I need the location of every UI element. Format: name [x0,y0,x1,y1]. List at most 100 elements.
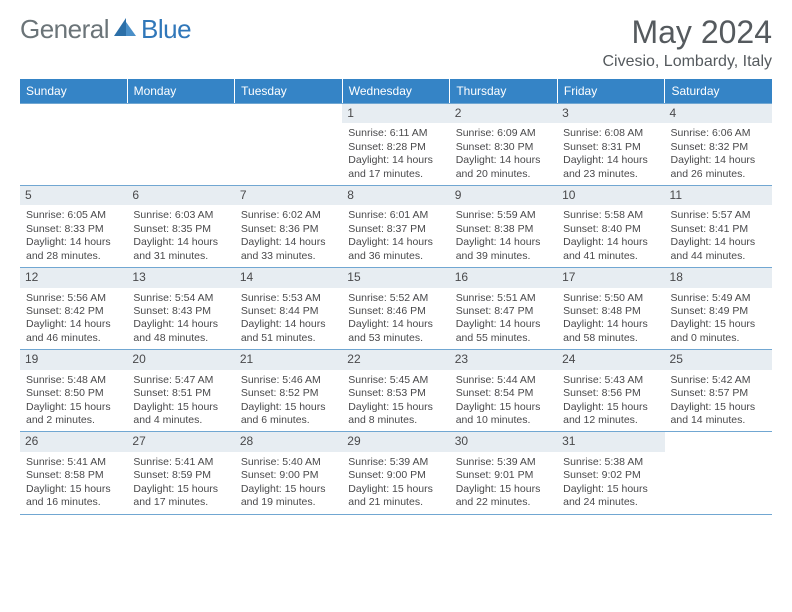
daylight-text: Daylight: 14 hours and 23 minutes. [563,154,658,181]
page-header: General Blue May 2024 Civesio, Lombardy,… [20,14,772,71]
sunrise-text: Sunrise: 5:46 AM [241,374,336,387]
day-number: 5 [20,186,127,205]
sunset-text: Sunset: 8:53 PM [348,387,443,400]
day-number: 7 [235,186,342,205]
daylight-text: Daylight: 15 hours and 21 minutes. [348,483,443,510]
day-details: Sunrise: 6:03 AMSunset: 8:35 PMDaylight:… [133,209,228,263]
sunrise-text: Sunrise: 5:47 AM [133,374,228,387]
weekday-header-row: Sunday Monday Tuesday Wednesday Thursday… [20,79,772,103]
daylight-text: Daylight: 15 hours and 19 minutes. [241,483,336,510]
day-number: 16 [450,268,557,287]
day-cell: 24Sunrise: 5:43 AMSunset: 8:56 PMDayligh… [557,350,664,431]
day-details: Sunrise: 5:58 AMSunset: 8:40 PMDaylight:… [563,209,658,263]
daylight-text: Daylight: 14 hours and 58 minutes. [563,318,658,345]
day-details: Sunrise: 5:59 AMSunset: 8:38 PMDaylight:… [456,209,551,263]
sunrise-text: Sunrise: 5:39 AM [348,456,443,469]
daylight-text: Daylight: 14 hours and 55 minutes. [456,318,551,345]
brand-name-1: General [20,14,109,45]
day-number: 30 [450,432,557,451]
sunrise-text: Sunrise: 5:40 AM [241,456,336,469]
day-number: 12 [20,268,127,287]
sunset-text: Sunset: 8:37 PM [348,223,443,236]
sunrise-text: Sunrise: 5:50 AM [563,292,658,305]
brand-name-2-wrap: Blue [141,14,191,45]
sunset-text: Sunset: 8:56 PM [563,387,658,400]
day-details: Sunrise: 5:52 AMSunset: 8:46 PMDaylight:… [348,292,443,346]
daylight-text: Daylight: 15 hours and 14 minutes. [671,401,766,428]
day-cell: 6Sunrise: 6:03 AMSunset: 8:35 PMDaylight… [127,186,234,267]
day-number: 8 [342,186,449,205]
day-details: Sunrise: 5:53 AMSunset: 8:44 PMDaylight:… [241,292,336,346]
sunset-text: Sunset: 8:30 PM [456,141,551,154]
daylight-text: Daylight: 14 hours and 39 minutes. [456,236,551,263]
day-cell: 4Sunrise: 6:06 AMSunset: 8:32 PMDaylight… [665,104,772,185]
brand-name-2: Blue [141,14,191,45]
sunset-text: Sunset: 8:58 PM [26,469,121,482]
sunrise-text: Sunrise: 5:41 AM [26,456,121,469]
day-details: Sunrise: 5:48 AMSunset: 8:50 PMDaylight:… [26,374,121,428]
day-details: Sunrise: 5:54 AMSunset: 8:43 PMDaylight:… [133,292,228,346]
sunset-text: Sunset: 9:00 PM [241,469,336,482]
title-block: May 2024 Civesio, Lombardy, Italy [602,14,772,71]
day-details: Sunrise: 5:47 AMSunset: 8:51 PMDaylight:… [133,374,228,428]
day-cell: 23Sunrise: 5:44 AMSunset: 8:54 PMDayligh… [450,350,557,431]
day-details: Sunrise: 5:43 AMSunset: 8:56 PMDaylight:… [563,374,658,428]
day-number: 3 [557,104,664,123]
sunset-text: Sunset: 8:47 PM [456,305,551,318]
daylight-text: Daylight: 15 hours and 0 minutes. [671,318,766,345]
day-cell [127,104,234,185]
sunset-text: Sunset: 8:57 PM [671,387,766,400]
sunrise-text: Sunrise: 5:57 AM [671,209,766,222]
sunrise-text: Sunrise: 5:48 AM [26,374,121,387]
sunset-text: Sunset: 8:50 PM [26,387,121,400]
calendar-page: General Blue May 2024 Civesio, Lombardy,… [0,0,792,612]
day-number: 13 [127,268,234,287]
day-cell: 29Sunrise: 5:39 AMSunset: 9:00 PMDayligh… [342,432,449,513]
day-cell: 20 Sunrise: 5:47 AMSunset: 8:51 PMDayligh… [127,350,234,431]
day-cell: 18Sunrise: 5:49 AMSunset: 8:49 PMDayligh… [665,268,772,349]
sunrise-text: Sunrise: 5:42 AM [671,374,766,387]
sunrise-text: Sunrise: 6:05 AM [26,209,121,222]
day-cell: 19Sunrise: 5:48 AMSunset: 8:50 PMDayligh… [20,350,127,431]
sunrise-text: Sunrise: 5:52 AM [348,292,443,305]
daylight-text: Daylight: 14 hours and 51 minutes. [241,318,336,345]
sunset-text: Sunset: 8:52 PM [241,387,336,400]
daylight-text: Daylight: 15 hours and 17 minutes. [133,483,228,510]
sunset-text: Sunset: 8:43 PM [133,305,228,318]
sunrise-text: Sunrise: 5:53 AM [241,292,336,305]
day-number: 20 [127,350,234,369]
day-details: Sunrise: 6:02 AMSunset: 8:36 PMDaylight:… [241,209,336,263]
day-cell: 30Sunrise: 5:39 AMSunset: 9:01 PMDayligh… [450,432,557,513]
daylight-text: Daylight: 15 hours and 10 minutes. [456,401,551,428]
sunset-text: Sunset: 8:28 PM [348,141,443,154]
daylight-text: Daylight: 15 hours and 2 minutes. [26,401,121,428]
sunset-text: Sunset: 9:01 PM [456,469,551,482]
day-details: Sunrise: 5:50 AMSunset: 8:48 PMDaylight:… [563,292,658,346]
sunset-text: Sunset: 8:40 PM [563,223,658,236]
day-details: Sunrise: 5:44 AMSunset: 8:54 PMDaylight:… [456,374,551,428]
sunrise-text: Sunrise: 6:06 AM [671,127,766,140]
sunset-text: Sunset: 8:42 PM [26,305,121,318]
daylight-text: Daylight: 15 hours and 16 minutes. [26,483,121,510]
day-number: 10 [557,186,664,205]
day-details: Sunrise: 5:45 AMSunset: 8:53 PMDaylight:… [348,374,443,428]
daylight-text: Daylight: 14 hours and 44 minutes. [671,236,766,263]
sunset-text: Sunset: 8:38 PM [456,223,551,236]
sunrise-text: Sunrise: 5:51 AM [456,292,551,305]
sunrise-text: Sunrise: 5:58 AM [563,209,658,222]
day-cell: 3Sunrise: 6:08 AMSunset: 8:31 PMDaylight… [557,104,664,185]
day-details: Sunrise: 6:11 AMSunset: 8:28 PMDaylight:… [348,127,443,181]
daylight-text: Daylight: 14 hours and 28 minutes. [26,236,121,263]
day-cell: 8Sunrise: 6:01 AMSunset: 8:37 PMDaylight… [342,186,449,267]
brand-logo: General Blue [20,14,191,45]
day-cell: 28Sunrise: 5:40 AMSunset: 9:00 PMDayligh… [235,432,342,513]
day-details: Sunrise: 5:57 AMSunset: 8:41 PMDaylight:… [671,209,766,263]
location-text: Civesio, Lombardy, Italy [602,53,772,71]
day-cell [235,104,342,185]
day-cell [20,104,127,185]
daylight-text: Daylight: 14 hours and 48 minutes. [133,318,228,345]
month-title: May 2024 [602,14,772,51]
sunrise-text: Sunrise: 6:03 AM [133,209,228,222]
day-cell: 16 Sunrise: 5:51 AMSunset: 8:47 PMDayligh… [450,268,557,349]
sunrise-text: Sunrise: 6:01 AM [348,209,443,222]
